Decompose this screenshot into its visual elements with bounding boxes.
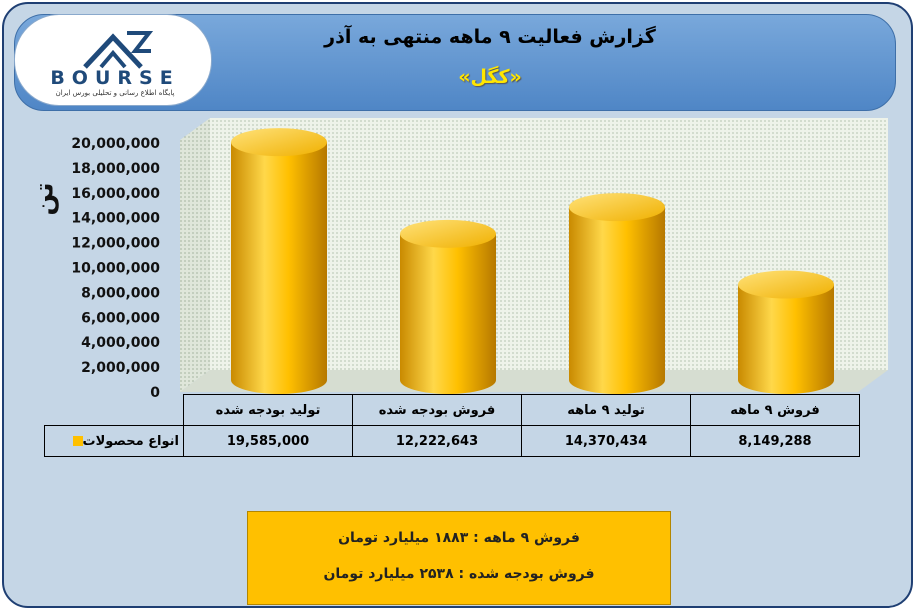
back-wall [210, 118, 888, 370]
legend-entry: انواع محصولات [44, 425, 184, 457]
bar [400, 219, 496, 394]
y-axis: 0 2,000,000 4,000,000 6,000,000 8,000,000 10,… [71, 136, 160, 401]
logo-tagline: پایگاه اطلاع رسانی و تحلیلی بورس ایران [55, 89, 175, 97]
y-tick-label: 12,000,000 [71, 236, 160, 252]
value-cell: 12,222,643 [352, 425, 522, 457]
y-tick-label: 20,000,000 [71, 136, 160, 152]
value-cell: 14,370,434 [521, 425, 691, 457]
plot-walls [180, 118, 888, 392]
category-label: فروش ۹ ماهه [690, 394, 860, 426]
bar-body [569, 207, 665, 394]
y-tick-label: 2,000,000 [81, 360, 160, 376]
sales-note-box: فروش ۹ ماهه : ۱۸۸۳ میلیارد تومان فروش بو… [247, 511, 671, 605]
bourse-logo-mark-icon [83, 31, 154, 69]
category-label: تولید بودجه شده [183, 394, 353, 426]
y-tick-label: 10,000,000 [71, 261, 160, 277]
y-tick-label: 0 [150, 385, 160, 401]
value-cell: 8,149,288 [690, 425, 860, 457]
floor [180, 370, 888, 392]
y-tick-label: 18,000,000 [71, 161, 160, 177]
bar-body [738, 284, 834, 394]
chart-title: گزارش فعالیت ۹ ماهه منتهی به آذر [324, 26, 656, 48]
bar-top [569, 193, 665, 222]
value-cell: 19,585,000 [183, 425, 353, 457]
table-corner-cell [44, 394, 184, 426]
logo: BOURSE پایگاه اطلاع رسانی و تحلیلی بورس … [14, 14, 212, 106]
y-tick-label: 8,000,000 [81, 285, 160, 301]
bar-top [400, 219, 496, 248]
bar-top [738, 270, 834, 299]
chart-subtitle: «کگل» [458, 66, 522, 88]
bar-body [231, 142, 327, 394]
bar-series [231, 128, 834, 394]
legend-swatch-icon [72, 436, 83, 446]
bar [569, 193, 665, 394]
bar-body [400, 233, 496, 394]
side-wall [180, 118, 210, 392]
data-table: تولید بودجه شده فروش بودجه شده تولید ۹ م… [44, 394, 860, 457]
y-tick-label: 16,000,000 [71, 186, 160, 202]
logo-wordmark: BOURSE [50, 67, 180, 89]
y-tick-label: 4,000,000 [81, 335, 160, 351]
y-tick-label: 14,000,000 [71, 211, 160, 227]
note-line-sales: فروش ۹ ماهه : ۱۸۸۳ میلیارد تومان [338, 530, 580, 546]
bar [738, 270, 834, 394]
note-line-budget-sales: فروش بودجه شده : ۲۵۳۸ میلیارد تومان [323, 566, 595, 582]
category-label: فروش بودجه شده [352, 394, 522, 426]
y-tick-label: 6,000,000 [81, 310, 160, 326]
table-header-row: تولید بودجه شده فروش بودجه شده تولید ۹ م… [44, 394, 860, 426]
legend-entry-label: انواع محصولات [82, 433, 179, 449]
table-row: انواع محصولات 19,585,000 12,222,643 14,3… [44, 425, 860, 457]
category-label: تولید ۹ ماهه [521, 394, 691, 426]
bar-top [231, 128, 327, 157]
bar [231, 128, 327, 394]
